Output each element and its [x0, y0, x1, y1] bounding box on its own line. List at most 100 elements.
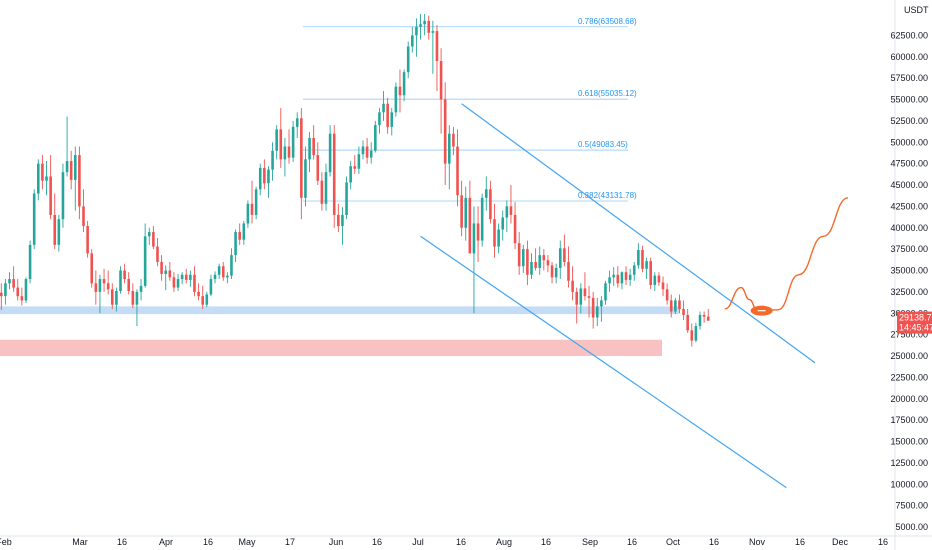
- candle-body: [242, 223, 246, 240]
- candle-body: [308, 137, 311, 160]
- candle-body: [4, 283, 7, 297]
- candle: [558, 240, 562, 280]
- candle-body: [201, 296, 204, 305]
- candle-body: [632, 265, 636, 275]
- candle-body: [534, 261, 537, 268]
- candle: [279, 108, 283, 168]
- time-tick-label: Sep: [582, 537, 598, 547]
- candle-body: [28, 244, 32, 280]
- candle-body: [283, 146, 287, 160]
- candle-body: [135, 291, 139, 305]
- candle: [304, 146, 307, 207]
- time-tick-label: Oct: [666, 537, 681, 547]
- time-tick-label: 17: [285, 537, 295, 547]
- candle: [82, 189, 85, 233]
- candle: [78, 146, 81, 220]
- candle-body: [517, 243, 521, 267]
- candle: [217, 263, 221, 280]
- time-tick-label: 16: [456, 537, 466, 547]
- candle-body: [694, 326, 698, 341]
- candle-body: [263, 167, 266, 184]
- price-tick-label: 47500.00: [890, 159, 928, 169]
- candle: [427, 15, 431, 40]
- candle-body: [575, 291, 579, 305]
- candle: [521, 244, 525, 274]
- candle-body: [591, 297, 595, 318]
- price-axis[interactable]: USDT 5000.00 7500.00 10000.00 12500.00 15000…: [890, 5, 929, 532]
- fib-label-3: 0.382(43131.78): [578, 191, 637, 200]
- candle: [365, 137, 369, 164]
- candle-body: [669, 300, 673, 312]
- candle: [184, 268, 188, 284]
- candle-body: [628, 274, 632, 280]
- candle-body: [665, 289, 669, 301]
- candle: [32, 189, 36, 250]
- candle: [168, 261, 172, 281]
- candle: [324, 163, 328, 211]
- candle-body: [226, 275, 229, 278]
- candle: [464, 186, 468, 241]
- candle-body: [423, 20, 426, 25]
- candle: [628, 268, 632, 286]
- last-price-value: 29138.71: [899, 313, 932, 323]
- candle-body: [489, 189, 492, 220]
- candle-body: [20, 296, 24, 301]
- time-axis[interactable]: Feb Mar 16 Apr 16 May 17 Jun 16 Jul 16 Aug 16 Sep 16 Oc…: [0, 537, 888, 547]
- time-tick-label: 16: [795, 537, 805, 547]
- candle: [357, 146, 361, 174]
- price-tick-label: 15000.00: [890, 437, 928, 447]
- candle: [497, 223, 500, 254]
- candle: [411, 26, 414, 53]
- candle-body: [102, 279, 106, 284]
- candle: [90, 249, 94, 288]
- candle: [489, 180, 492, 224]
- candle-body: [115, 291, 118, 305]
- candle: [172, 272, 176, 292]
- candle-body: [649, 261, 652, 286]
- candle: [600, 296, 603, 322]
- candle: [513, 202, 517, 250]
- last-price-tag: 29138.71 14:45:47: [897, 311, 932, 334]
- candle-body: [193, 274, 196, 292]
- candle-body: [16, 287, 20, 297]
- candle: [579, 283, 583, 314]
- support-zone: [0, 339, 662, 356]
- candle: [616, 266, 620, 288]
- trend-lines[interactable]: [420, 103, 816, 489]
- price-tick-label: 5000.00: [895, 522, 928, 532]
- price-tick-label: 32500.00: [890, 287, 928, 297]
- candle: [402, 69, 406, 102]
- candle: [637, 243, 640, 269]
- candle-body: [123, 270, 126, 280]
- candle: [160, 255, 163, 281]
- candle: [37, 159, 40, 201]
- candle: [226, 272, 229, 284]
- candle-body: [300, 118, 303, 198]
- candle-body: [53, 214, 57, 245]
- candle: [308, 131, 311, 173]
- price-tick-label: 62500.00: [890, 30, 928, 40]
- candle-body: [394, 86, 398, 113]
- projection-path[interactable]: [724, 197, 849, 316]
- candle-body: [464, 197, 468, 228]
- candle: [258, 163, 262, 196]
- candle: [361, 140, 365, 160]
- candle: [312, 125, 315, 160]
- time-tick-label: 16: [541, 537, 551, 547]
- candle: [147, 227, 151, 245]
- price-tick-label: 22500.00: [890, 372, 928, 382]
- candle-body: [230, 255, 233, 276]
- candle-body: [468, 197, 472, 254]
- candle: [328, 125, 332, 177]
- candle: [349, 161, 352, 190]
- candle-body: [164, 270, 168, 274]
- candle: [657, 272, 661, 286]
- candle-body: [213, 274, 217, 280]
- candle: [571, 266, 574, 301]
- candle: [242, 220, 246, 245]
- candle: [505, 200, 509, 233]
- candle-body: [374, 125, 377, 151]
- candle: [127, 272, 131, 295]
- candle-body: [661, 282, 665, 290]
